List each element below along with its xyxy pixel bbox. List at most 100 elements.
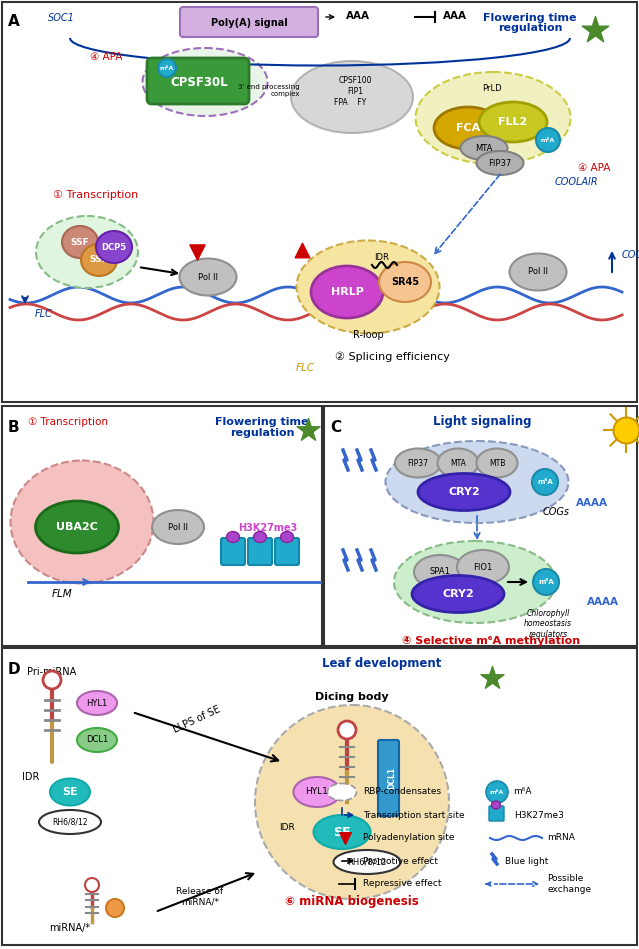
Text: AAA: AAA <box>346 11 370 21</box>
Ellipse shape <box>509 253 567 290</box>
Text: H3K27me3: H3K27me3 <box>238 523 298 533</box>
Ellipse shape <box>62 226 98 258</box>
Text: ④ APA: ④ APA <box>90 52 123 62</box>
Circle shape <box>536 128 560 152</box>
Circle shape <box>338 721 356 739</box>
Ellipse shape <box>36 216 138 288</box>
Ellipse shape <box>81 244 117 276</box>
Text: m⁶A: m⁶A <box>537 479 553 485</box>
Text: Chlorophyll
homeostasis
regulators: Chlorophyll homeostasis regulators <box>524 609 572 639</box>
Text: Dicing body: Dicing body <box>315 692 389 702</box>
Ellipse shape <box>477 449 518 477</box>
Ellipse shape <box>50 778 90 806</box>
Text: ② Splicing efficiency: ② Splicing efficiency <box>335 352 449 363</box>
Text: IDR: IDR <box>374 253 389 263</box>
Point <box>297 242 307 257</box>
Ellipse shape <box>434 107 502 149</box>
Text: Poly(A) signal: Poly(A) signal <box>211 18 288 28</box>
Text: m⁶A: m⁶A <box>538 579 554 585</box>
Text: CPSF100: CPSF100 <box>338 76 372 84</box>
Text: B: B <box>8 420 20 435</box>
FancyBboxPatch shape <box>324 406 637 646</box>
Ellipse shape <box>281 531 293 543</box>
Circle shape <box>158 59 176 77</box>
Text: m⁶A: m⁶A <box>490 790 504 794</box>
Text: DCL1: DCL1 <box>86 735 108 745</box>
Ellipse shape <box>457 550 509 584</box>
Ellipse shape <box>334 850 401 874</box>
Text: SOC1: SOC1 <box>48 13 75 23</box>
Ellipse shape <box>311 266 383 318</box>
Text: ④ APA: ④ APA <box>578 163 610 173</box>
Text: Repressive effect: Repressive effect <box>363 880 442 888</box>
Text: HYL1: HYL1 <box>305 788 328 796</box>
Text: SSF: SSF <box>71 237 89 247</box>
Point <box>303 422 313 437</box>
Text: A: A <box>8 14 20 29</box>
Text: CRY2: CRY2 <box>448 487 480 497</box>
Ellipse shape <box>328 784 357 801</box>
Text: Pol II: Pol II <box>168 523 188 531</box>
Ellipse shape <box>394 541 556 623</box>
Text: FLC: FLC <box>35 309 53 319</box>
Text: MTA: MTA <box>475 143 493 153</box>
Text: DCP5: DCP5 <box>102 243 127 251</box>
Text: FIP1: FIP1 <box>347 86 363 96</box>
Ellipse shape <box>395 449 441 477</box>
Text: Promotive effect: Promotive effect <box>363 857 438 865</box>
Text: FLM: FLM <box>52 589 72 599</box>
Ellipse shape <box>180 258 236 295</box>
Ellipse shape <box>39 810 101 834</box>
Ellipse shape <box>314 815 371 849</box>
Ellipse shape <box>414 555 466 589</box>
Circle shape <box>106 899 124 917</box>
Text: miRNA/*: miRNA/* <box>49 923 91 933</box>
Text: Pol II: Pol II <box>198 272 218 282</box>
Text: m⁶A: m⁶A <box>513 788 532 796</box>
Text: FIP37: FIP37 <box>488 158 512 168</box>
Text: FCA: FCA <box>456 123 480 133</box>
Text: FLC: FLC <box>295 363 314 373</box>
Text: FLL2: FLL2 <box>498 117 528 127</box>
Text: ⑥ miRNA biogenesis: ⑥ miRNA biogenesis <box>285 896 419 908</box>
Text: Pri-miRNA: Pri-miRNA <box>27 667 77 677</box>
FancyBboxPatch shape <box>248 538 272 565</box>
Point <box>340 830 350 846</box>
Ellipse shape <box>142 48 268 116</box>
Ellipse shape <box>479 102 547 142</box>
Text: Polyadenylation site: Polyadenylation site <box>363 833 454 843</box>
Ellipse shape <box>412 575 504 612</box>
Circle shape <box>85 878 99 892</box>
Circle shape <box>255 705 449 899</box>
Text: COOLAIR: COOLAIR <box>622 250 639 260</box>
Text: COGs: COGs <box>543 507 570 517</box>
Ellipse shape <box>296 240 440 333</box>
Text: Pol II: Pol II <box>528 268 548 276</box>
Text: FIP37: FIP37 <box>408 458 429 468</box>
Text: Flowering time: Flowering time <box>483 13 577 23</box>
Text: SE: SE <box>334 826 351 839</box>
Text: Transcription start site: Transcription start site <box>363 810 465 820</box>
FancyBboxPatch shape <box>2 406 322 646</box>
Ellipse shape <box>379 262 431 302</box>
Text: MTA: MTA <box>450 458 466 468</box>
FancyBboxPatch shape <box>2 648 637 945</box>
FancyBboxPatch shape <box>147 58 249 104</box>
FancyBboxPatch shape <box>489 806 504 821</box>
Circle shape <box>533 569 559 595</box>
Text: AAA: AAA <box>443 11 467 21</box>
Text: Flowering time: Flowering time <box>215 417 309 427</box>
Text: MTB: MTB <box>489 458 505 468</box>
Ellipse shape <box>477 151 523 175</box>
Circle shape <box>532 469 558 495</box>
FancyBboxPatch shape <box>221 538 245 565</box>
Text: HRLP: HRLP <box>330 287 364 297</box>
Text: m⁶A: m⁶A <box>541 138 555 142</box>
Text: Possible
exchange: Possible exchange <box>547 874 591 894</box>
Text: DCL1: DCL1 <box>387 767 397 789</box>
Text: D: D <box>8 662 20 677</box>
Circle shape <box>486 781 508 803</box>
Ellipse shape <box>36 501 118 553</box>
Text: RH6/8/12: RH6/8/12 <box>348 858 387 866</box>
Text: FIO1: FIO1 <box>473 563 493 571</box>
